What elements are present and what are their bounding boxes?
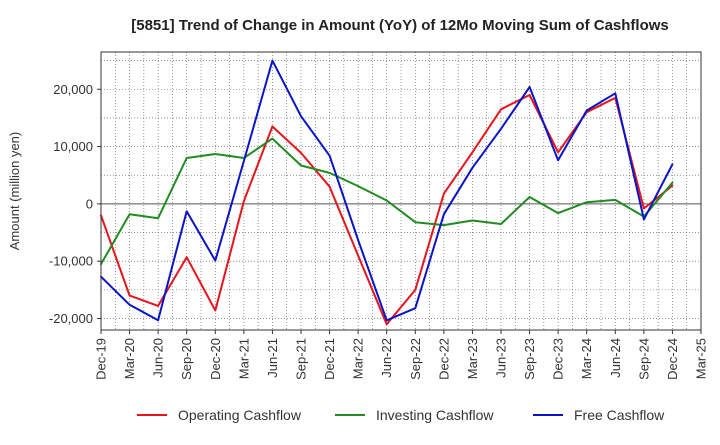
- x-tick-label: Jun-20: [151, 338, 166, 378]
- x-tick-label: Dec-20: [208, 338, 223, 380]
- x-tick-label: Mar-22: [351, 338, 366, 379]
- legend-label: Free Cashflow: [574, 407, 665, 423]
- x-tick-label: Mar-23: [465, 338, 480, 379]
- plot-area: [100, 52, 702, 330]
- y-tick-label: 0: [86, 196, 93, 211]
- x-tick-label: Dec-21: [322, 338, 337, 380]
- x-tick-label: Mar-24: [579, 338, 594, 379]
- x-tick-label: Dec-19: [94, 338, 109, 380]
- x-tick-label: Sep-21: [294, 338, 309, 380]
- y-tick-label: -20,000: [49, 311, 93, 326]
- x-tick-label: Mar-20: [122, 338, 137, 379]
- x-tick-label: Dec-24: [665, 338, 680, 380]
- x-tick-label: Jun-22: [379, 338, 394, 378]
- x-tick-label: Sep-23: [522, 338, 537, 380]
- x-tick-label: Jun-21: [265, 338, 280, 378]
- chart-title: [5851] Trend of Change in Amount (YoY) o…: [131, 17, 669, 34]
- y-axis-label: Amount (million yen): [7, 132, 22, 251]
- series-line-free-cashflow: [100, 59, 674, 322]
- y-tick-label: -10,000: [49, 254, 93, 269]
- legend-label: Investing Cashflow: [376, 407, 494, 423]
- x-tick-label: Mar-25: [694, 338, 709, 379]
- x-tick-label: Sep-20: [179, 338, 194, 380]
- y-tick-label: 20,000: [53, 82, 93, 97]
- x-tick-label: Dec-22: [436, 338, 451, 380]
- x-tick-label: Jun-24: [608, 338, 623, 378]
- plot-frame: [100, 51, 702, 331]
- legend-label: Operating Cashflow: [178, 407, 302, 423]
- axes: -20,000 -10,000 0 10,000 20,000 Dec-19 Mar-20 J…: [49, 51, 709, 380]
- x-tick-label: Sep-24: [636, 338, 651, 380]
- legend: Operating Cashflow Investing Cashflow Free…: [137, 407, 665, 423]
- x-tick-label: Jun-23: [494, 338, 509, 378]
- x-tick-label: Mar-21: [236, 338, 251, 379]
- series-line-investing-cashflow: [100, 137, 674, 266]
- x-tick-label: Dec-23: [551, 338, 566, 380]
- x-tick-label: Sep-22: [408, 338, 423, 380]
- y-tick-label: 10,000: [53, 139, 93, 154]
